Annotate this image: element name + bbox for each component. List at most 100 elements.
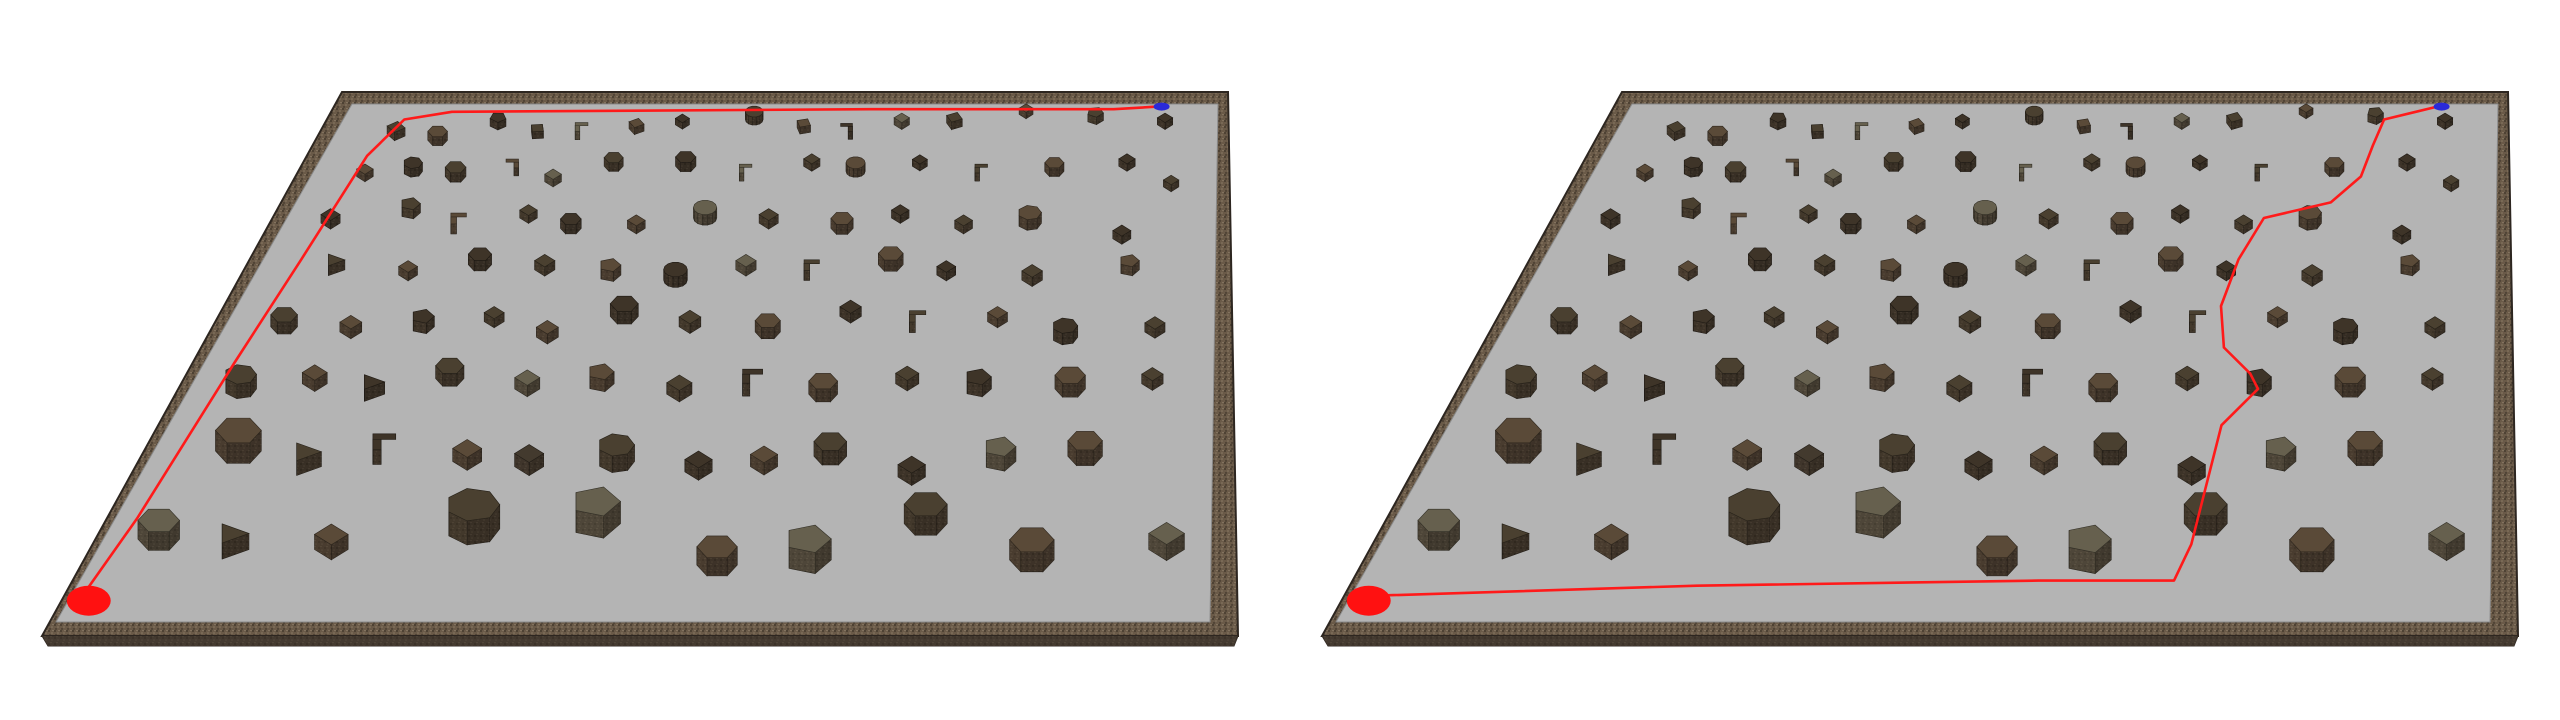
obstacle-cube (1946, 374, 1973, 403)
obstacle-cyl (1973, 200, 1998, 226)
obstacle-cube (890, 204, 910, 224)
obstacle-pent (2400, 254, 2420, 277)
obstacle-cube (313, 523, 349, 561)
obstacle-oct (1505, 364, 1537, 400)
obstacle-cube (1815, 320, 1839, 345)
obstacle-hex (1889, 295, 1919, 325)
obstacle-cube (544, 168, 562, 188)
obstacle-oct (1683, 156, 1703, 178)
obstacle-oct (448, 488, 501, 546)
obstacle-cube (1593, 523, 1629, 561)
obstacle-cube (483, 306, 505, 329)
obstacle-oct (1879, 433, 1915, 473)
obstacle-hex (1417, 508, 1460, 552)
obstacle-hex (270, 307, 298, 335)
obstacle-hex (603, 152, 624, 173)
obstacle-cube (735, 253, 757, 277)
obstacle-hex (1976, 535, 2018, 577)
obstacle-cube (1811, 124, 1824, 140)
obstacle-L-part (513, 161, 519, 177)
obstacle-hex (1707, 125, 1728, 147)
planned-path (80, 105, 1159, 598)
obstacle-cube (2424, 316, 2446, 339)
obstacle-cube (2175, 365, 2200, 392)
obstacle-cube (749, 445, 779, 476)
obstacle-hex (427, 125, 448, 147)
obstacle-L-part (1854, 122, 1869, 127)
obstacle-cube (1964, 450, 1993, 481)
obstacle-L-part (574, 125, 581, 140)
obstacle-L-part (974, 166, 980, 182)
obstacle-L-part (1652, 433, 1677, 440)
obstacle-cube (893, 112, 911, 131)
obstacle-pent (1692, 309, 1715, 335)
obstacle-hex (2110, 212, 2134, 236)
obstacle-L-part (840, 123, 853, 127)
obstacle-hex (1550, 307, 1578, 335)
obstacle-L-part (450, 216, 457, 235)
obstacle-cube (1954, 113, 1971, 130)
obstacle-cube (1021, 264, 1043, 288)
obstacle-L (840, 123, 853, 140)
obstacle-L-part (1730, 212, 1747, 218)
goal-marker (2433, 102, 2450, 111)
obstacle-hex (754, 313, 781, 340)
obstacle-cyl (693, 200, 718, 226)
obstacle-oct (2333, 317, 2359, 346)
obstacle-L-part (450, 212, 467, 218)
obstacle-L (2189, 310, 2207, 333)
obstacle-cube (2234, 214, 2254, 235)
obstacle-cube (535, 320, 559, 345)
obstacle-cube (2421, 367, 2444, 391)
obstacle-L (1785, 158, 1799, 177)
obstacle-L-part (2254, 163, 2268, 168)
obstacle-hex (813, 432, 848, 466)
obstacle-cube (946, 112, 963, 131)
obstacle-L-part (742, 368, 763, 375)
obstacle-cube (895, 365, 920, 392)
obstacle-pent (589, 363, 615, 393)
obstacle-pent (600, 258, 622, 283)
obstacle-hex (1495, 417, 1542, 465)
obstacle-tri (1644, 374, 1666, 402)
obstacle-hex (609, 295, 639, 325)
obstacle-cube (986, 306, 1009, 329)
obstacle-cube (839, 299, 862, 324)
obstacle-L-part (2120, 123, 2133, 127)
obstacle-cube (1144, 316, 1166, 339)
obstacle-L-part (1785, 158, 1799, 163)
obstacle-hex (2088, 373, 2118, 403)
obstacle-pent (2367, 107, 2384, 126)
obstacle-L-part (847, 125, 853, 140)
obstacle-L-part (2254, 166, 2260, 182)
obstacle-cube (1799, 204, 1818, 224)
obstacle-cube (2298, 103, 2314, 120)
obstacle-cube (1794, 369, 1821, 398)
obstacle-hex (2334, 366, 2366, 398)
obstacle-cyl (2024, 105, 2044, 126)
obstacle-hex (1054, 366, 1086, 398)
obstacle-cube (2038, 208, 2059, 230)
obstacle-hex (877, 246, 904, 273)
obstacle-cube (2266, 306, 2289, 329)
obstacle-cube (897, 455, 926, 487)
obstacle-hex (830, 212, 854, 236)
obstacle-L-part (2189, 314, 2196, 333)
obstacle-cube (674, 113, 691, 130)
obstacle-cube (684, 450, 713, 481)
obstacle-L-part (574, 122, 589, 127)
obstacle-hex (1955, 151, 1977, 173)
obstacle-cube (301, 364, 328, 392)
obstacle-oct (1728, 488, 1781, 546)
obstacle-cube (796, 118, 811, 135)
obstacle-L-part (2019, 163, 2033, 168)
obstacle-cube (2029, 445, 2059, 476)
obstacle-L-part (2022, 373, 2031, 397)
obstacle-cube (2226, 112, 2243, 131)
obstacle-cube (452, 439, 483, 471)
obstacle-L-part (2022, 368, 2043, 375)
obstacle-cube (1732, 439, 1763, 471)
obstacle-pent (788, 524, 832, 575)
obstacle-L-part (909, 310, 927, 316)
obstacle-hex (1067, 431, 1103, 467)
